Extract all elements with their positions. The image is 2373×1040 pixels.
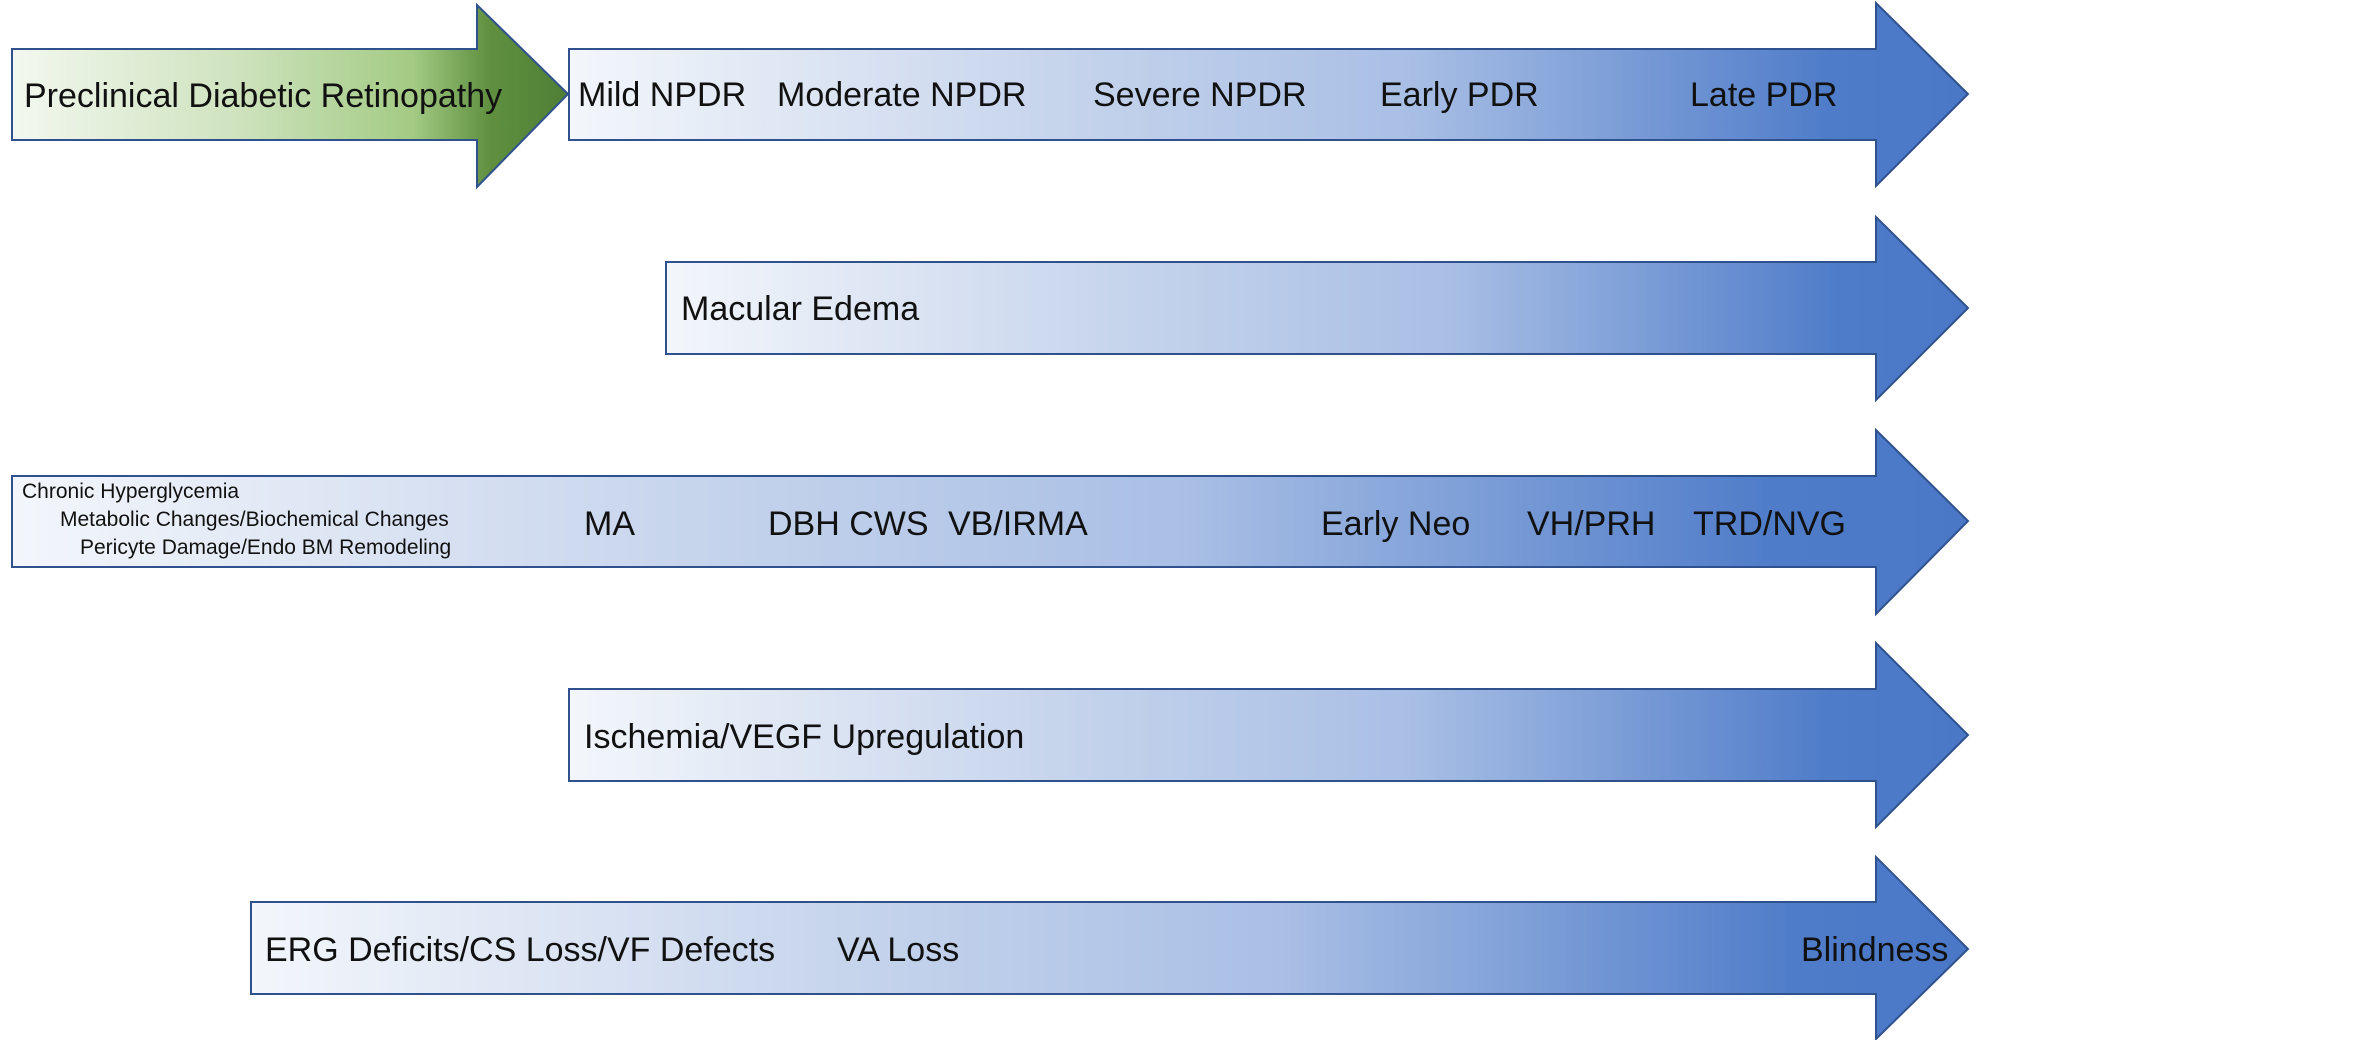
visual-function-arrow: ERG Deficits/CS Loss/VF Defects VA Loss …: [250, 854, 1970, 1040]
stages-arrow-shape: [568, 0, 1970, 189]
ischemia-label: Ischemia/VEGF Upregulation: [584, 718, 1024, 756]
ischemia-arrow-shape: [568, 640, 1970, 830]
stage-moderate-npdr: Moderate NPDR: [777, 76, 1026, 114]
findings-arrow-shape: [11, 427, 1970, 617]
ischemia-arrow: Ischemia/VEGF Upregulation: [568, 640, 1970, 830]
erg-deficits-label: ERG Deficits/CS Loss/VF Defects: [265, 931, 775, 969]
stage-mild-npdr: Mild NPDR: [578, 76, 746, 114]
findings-arrow: Chronic Hyperglycemia Metabolic Changes/…: [11, 427, 1970, 617]
blindness-label: Blindness: [1801, 931, 1948, 969]
pericyte-damage-text: Pericyte Damage/Endo BM Remodeling: [80, 536, 451, 559]
metabolic-changes-text: Metabolic Changes/Biochemical Changes: [60, 508, 449, 531]
stages-arrow: Mild NPDR Moderate NPDR Severe NPDR Earl…: [568, 0, 1970, 189]
stage-late-pdr: Late PDR: [1690, 76, 1837, 114]
stage-severe-npdr: Severe NPDR: [1093, 76, 1307, 114]
chronic-hyperglycemia-text: Chronic Hyperglycemia: [22, 480, 239, 503]
finding-vb-irma: VB/IRMA: [948, 505, 1088, 543]
preclinical-arrow-shape: [11, 2, 570, 190]
macular-edema-arrow: Macular Edema: [665, 214, 1970, 403]
finding-early-neo: Early Neo: [1321, 505, 1470, 543]
finding-trd-nvg: TRD/NVG: [1693, 505, 1846, 543]
va-loss-label: VA Loss: [837, 931, 959, 969]
preclinical-label: Preclinical Diabetic Retinopathy: [24, 77, 502, 115]
macular-edema-arrow-shape: [665, 214, 1970, 403]
visual-function-arrow-shape: [250, 854, 1970, 1040]
macular-edema-label: Macular Edema: [681, 290, 919, 328]
preclinical-arrow: Preclinical Diabetic Retinopathy: [11, 2, 570, 190]
stage-early-pdr: Early PDR: [1380, 76, 1539, 114]
finding-vh-prh: VH/PRH: [1527, 505, 1655, 543]
finding-ma: MA: [584, 505, 635, 543]
finding-dbh-cws: DBH CWS: [768, 505, 929, 543]
